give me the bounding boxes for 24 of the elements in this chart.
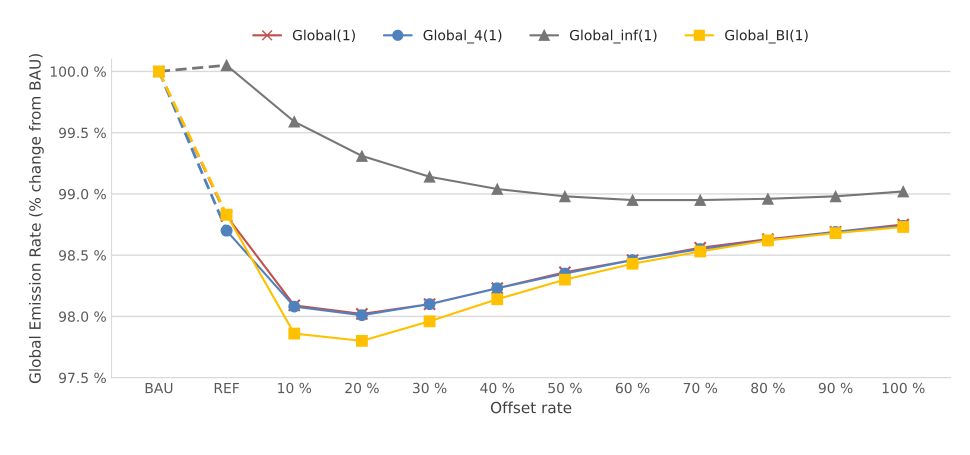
- x-tick-label: 60 %: [616, 382, 650, 394]
- x-tick-label: 10 %: [278, 382, 312, 394]
- x-tick-label: 20 %: [345, 382, 379, 394]
- x-tick-label: 30 %: [412, 382, 446, 394]
- y-tick-label: 97.5 %: [59, 372, 106, 384]
- y-axis-title: Global Emission Rate (% change from BAU): [28, 54, 44, 384]
- x-tick-label: 50 %: [548, 382, 582, 394]
- legend-label: Global_4(1): [424, 30, 502, 44]
- x-tick-label: REF: [214, 382, 239, 394]
- x-tick-label: 100 %: [882, 382, 925, 394]
- y-tick-label: 99.0 %: [59, 188, 106, 200]
- legend-label: Global_BI(1): [725, 30, 808, 44]
- x-tick-label: 40 %: [480, 382, 514, 394]
- y-tick-label: 98.5 %: [59, 250, 106, 261]
- y-tick-label: 100.0 %: [50, 66, 106, 77]
- x-tick-label: 70 %: [684, 382, 718, 394]
- legend-label: Global_inf(1): [570, 30, 656, 44]
- x-axis-title: Offset rate: [490, 402, 572, 414]
- x-tick-label: 80 %: [751, 382, 785, 394]
- y-tick-label: 99.5 %: [59, 128, 106, 138]
- x-tick-label: BAU: [146, 382, 172, 394]
- y-tick-label: 98.0 %: [59, 311, 106, 322]
- legend-label: Global(1): [292, 30, 355, 42]
- x-tick-label: 90 %: [818, 382, 852, 394]
